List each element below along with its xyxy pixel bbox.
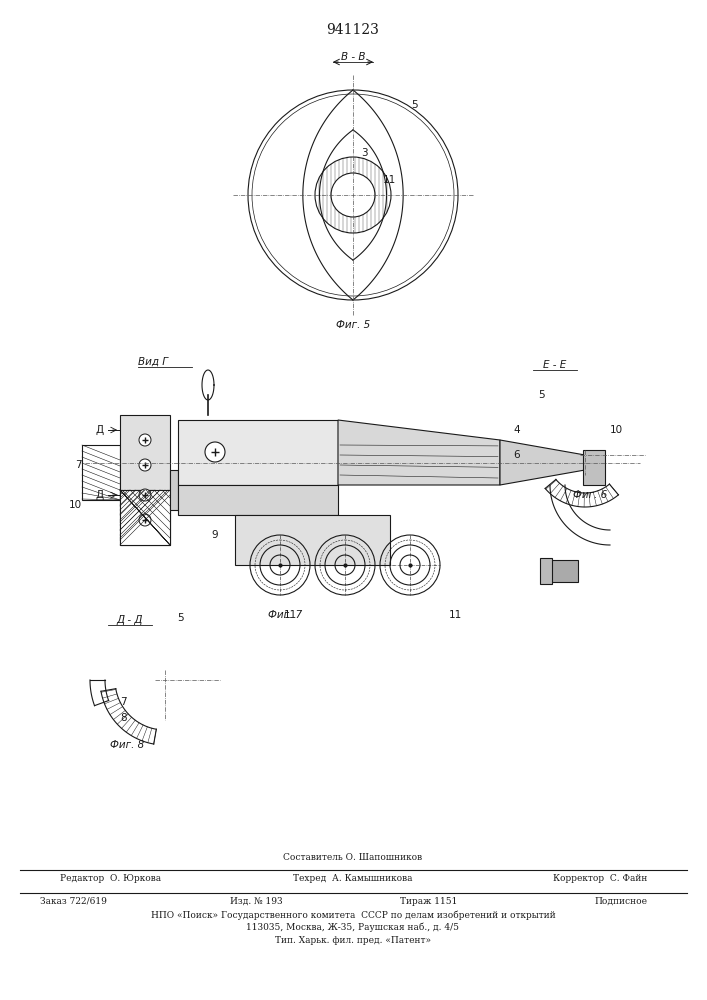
Text: 7: 7 [120, 697, 127, 707]
Text: 3: 3 [361, 148, 368, 158]
Text: Заказ 722/619: Заказ 722/619 [40, 897, 107, 906]
Bar [235, 515, 390, 565]
Circle shape [315, 157, 391, 233]
Text: 11: 11 [383, 175, 396, 185]
Text: Корректор  С. Файн: Корректор С. Файн [553, 874, 647, 883]
Text: 11: 11 [284, 610, 297, 620]
Bar [170, 470, 178, 510]
Text: Д: Д [96, 425, 104, 435]
Text: Д: Д [96, 490, 104, 500]
Polygon shape [338, 420, 500, 485]
Bar [120, 415, 170, 545]
Text: Изд. № 193: Изд. № 193 [230, 897, 283, 906]
Circle shape [139, 489, 151, 501]
Text: 6: 6 [513, 450, 520, 460]
Bar [583, 450, 605, 485]
Text: 5: 5 [411, 100, 418, 110]
Text: 11: 11 [448, 610, 462, 620]
Text: 5: 5 [177, 613, 184, 623]
Text: Техред  А. Камышникова: Техред А. Камышникова [293, 874, 413, 883]
Circle shape [139, 459, 151, 471]
Text: В - В: В - В [341, 52, 366, 62]
Text: 941123: 941123 [327, 23, 380, 37]
Text: Составитель О. Шапошников: Составитель О. Шапошников [284, 853, 423, 862]
Text: 8: 8 [120, 713, 127, 723]
Text: 10: 10 [610, 425, 623, 435]
Bar [178, 420, 338, 485]
Bar [548, 560, 578, 582]
Text: Е - Е: Е - Е [544, 360, 566, 370]
Circle shape [139, 434, 151, 446]
Text: Тираж 1151: Тираж 1151 [400, 897, 457, 906]
Text: 7: 7 [76, 460, 82, 470]
Text: 113035, Москва, Ж-35, Раушская наб., д. 4/5: 113035, Москва, Ж-35, Раушская наб., д. … [247, 923, 460, 932]
Text: Подписное: Подписное [594, 897, 647, 906]
Circle shape [205, 442, 225, 462]
Text: Фиг. 6: Фиг. 6 [573, 490, 607, 500]
Text: 4: 4 [513, 425, 520, 435]
Polygon shape [500, 440, 585, 485]
Bar [540, 558, 552, 584]
Polygon shape [82, 445, 120, 500]
Text: Редактор  О. Юркова: Редактор О. Юркова [60, 874, 161, 883]
Circle shape [139, 514, 151, 526]
Text: Фиг. 5: Фиг. 5 [336, 320, 370, 330]
Text: Д - Д: Д - Д [117, 615, 144, 625]
Text: НПО «Поиск» Государственного комитета  СССР по делам изобретений и открытий: НПО «Поиск» Государственного комитета СС… [151, 911, 556, 920]
Text: Фиг. 7: Фиг. 7 [268, 610, 302, 620]
Circle shape [331, 173, 375, 217]
Text: Вид Г: Вид Г [138, 357, 168, 367]
Text: 10: 10 [69, 500, 82, 510]
Text: 5: 5 [538, 390, 545, 400]
Bar [120, 490, 170, 545]
Text: Тип. Харьк. фил. пред. «Патент»: Тип. Харьк. фил. пред. «Патент» [275, 936, 431, 945]
Text: 9: 9 [211, 530, 218, 540]
Bar [178, 485, 338, 515]
Text: Фиг. 8: Фиг. 8 [110, 740, 144, 750]
